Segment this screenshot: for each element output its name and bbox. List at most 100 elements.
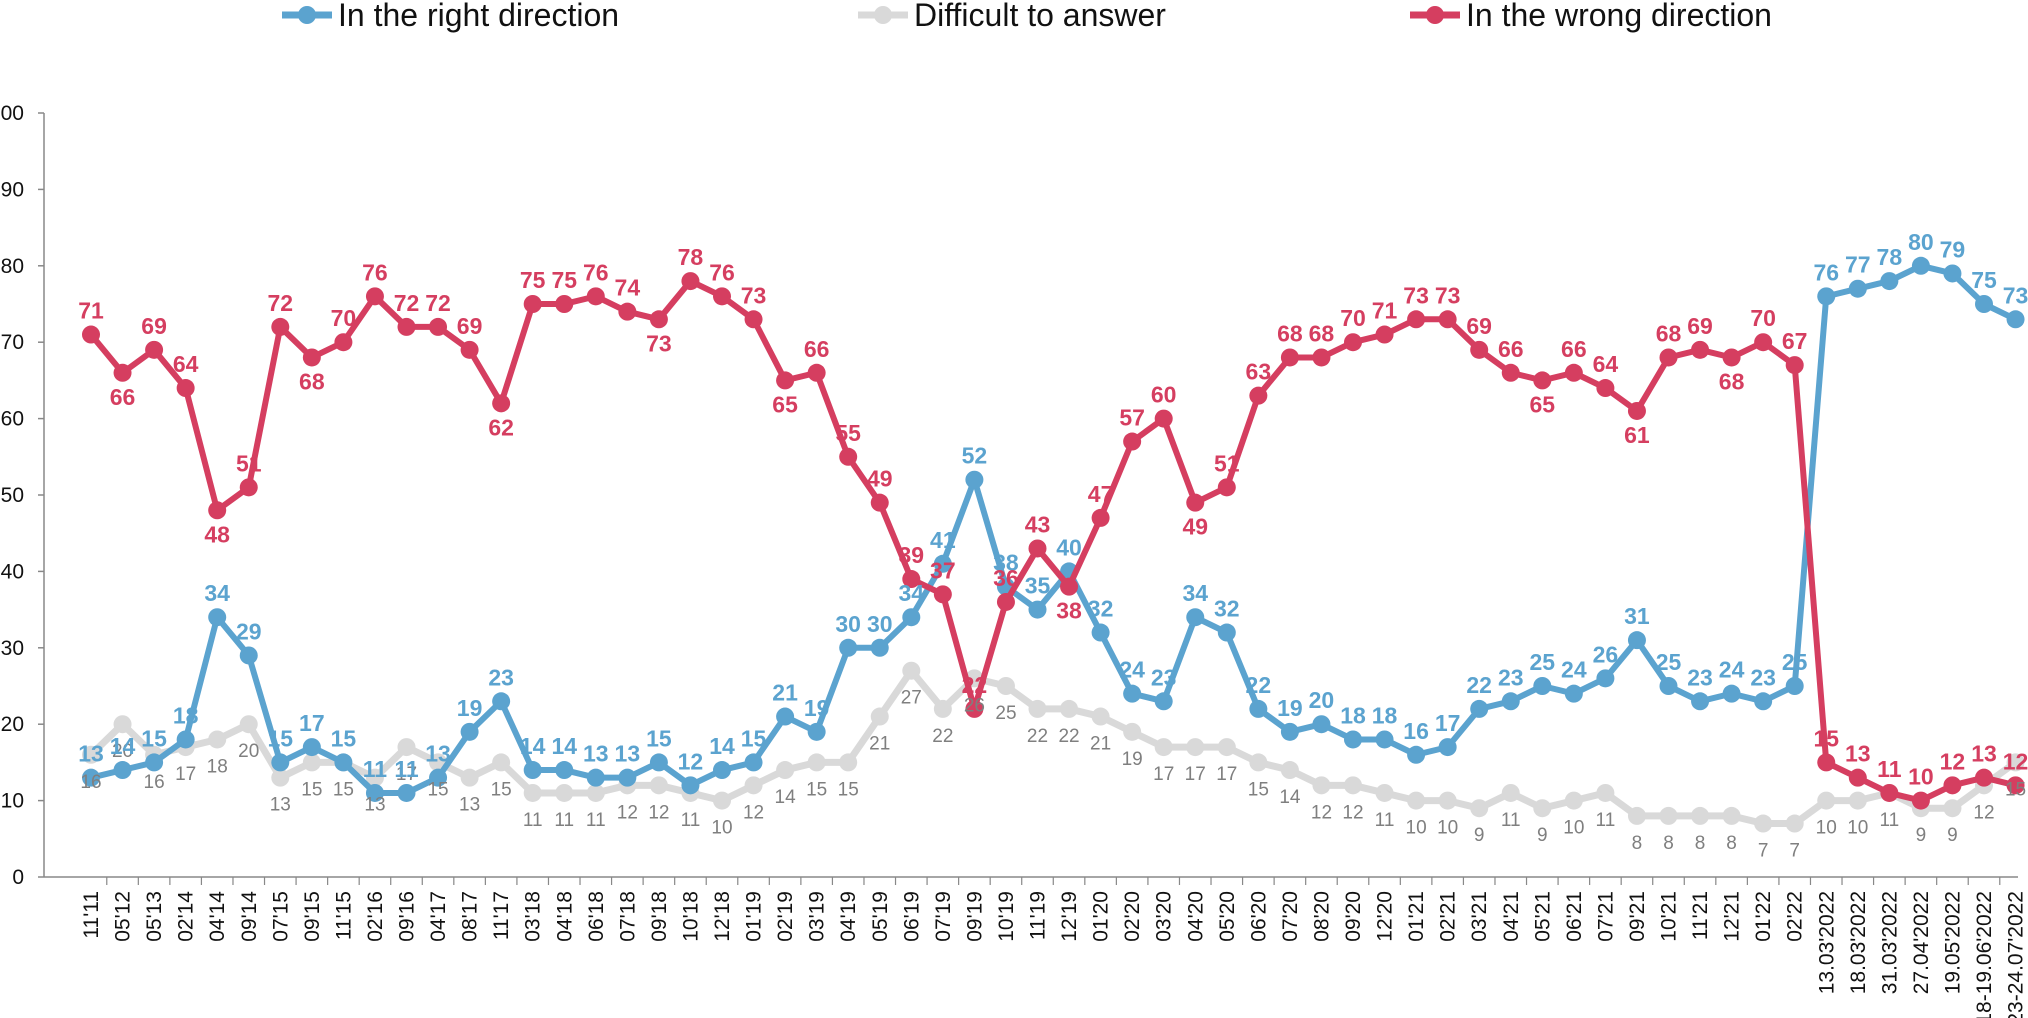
data-point bbox=[681, 776, 700, 795]
data-label: 67 bbox=[1782, 328, 1808, 354]
data-point bbox=[1091, 508, 1110, 527]
data-label: 25 bbox=[1656, 649, 1682, 675]
data-label: 74 bbox=[615, 275, 641, 301]
data-point bbox=[397, 783, 416, 802]
data-point bbox=[1249, 386, 1268, 405]
data-label: 15 bbox=[491, 779, 512, 800]
data-point bbox=[1754, 333, 1773, 352]
data-point bbox=[1975, 295, 1993, 313]
data-point bbox=[1564, 684, 1583, 703]
data-label: 38 bbox=[1056, 598, 1082, 624]
x-tick-label: 12'19 bbox=[1058, 891, 1081, 942]
data-point bbox=[1785, 814, 1804, 833]
data-label: 14 bbox=[1279, 787, 1301, 808]
data-label: 12 bbox=[1973, 802, 1994, 823]
data-label: 11 bbox=[1877, 756, 1902, 782]
x-tick-label: 12'20 bbox=[1374, 891, 1397, 942]
data-label: 16 bbox=[144, 772, 165, 793]
y-tick-label: 60 bbox=[1, 408, 24, 431]
data-point bbox=[1470, 340, 1489, 359]
x-tick-label: 03'21 bbox=[1468, 891, 1491, 942]
data-label: 12 bbox=[1311, 802, 1332, 823]
data-label: 61 bbox=[1624, 422, 1650, 448]
data-point bbox=[1627, 806, 1646, 825]
x-tick-label: 02'19 bbox=[774, 891, 797, 942]
x-tick-label: 08'20 bbox=[1310, 891, 1333, 942]
data-point bbox=[839, 447, 858, 466]
data-label: 19 bbox=[804, 695, 830, 721]
data-label: 68 bbox=[1656, 320, 1682, 346]
x-tick-label: 06'18 bbox=[585, 891, 608, 942]
x-tick-label: 05'19 bbox=[869, 891, 892, 942]
data-point bbox=[302, 753, 321, 772]
data-label: 17 bbox=[1435, 710, 1461, 736]
data-label: 15 bbox=[333, 779, 354, 800]
data-label: 13 bbox=[270, 795, 291, 816]
x-tick-label: 11'11 bbox=[80, 891, 103, 939]
data-point bbox=[902, 608, 921, 627]
data-point bbox=[397, 317, 416, 336]
data-label: 68 bbox=[1719, 368, 1745, 394]
data-label: 76 bbox=[362, 259, 388, 285]
data-label: 17 bbox=[1153, 764, 1174, 785]
data-point bbox=[713, 761, 731, 780]
data-label: 11 bbox=[681, 810, 701, 831]
data-point bbox=[1943, 776, 1962, 795]
y-tick-label: 40 bbox=[1, 560, 24, 583]
data-label: 10 bbox=[1847, 818, 1868, 839]
y-tick-label: 0 bbox=[12, 866, 24, 889]
data-point bbox=[365, 287, 384, 306]
data-label: 21 bbox=[1090, 734, 1111, 755]
x-tick-label: 31.03'2022 bbox=[1878, 891, 1901, 994]
data-label: 22 bbox=[1466, 672, 1492, 698]
data-label: 10 bbox=[1816, 818, 1837, 839]
data-label: 70 bbox=[331, 305, 357, 331]
data-point bbox=[713, 287, 731, 306]
data-label: 18 bbox=[207, 756, 228, 777]
x-tick-label: 19.05'2022 bbox=[1941, 891, 1964, 994]
data-point bbox=[1154, 409, 1173, 428]
data-label: 22 bbox=[1058, 726, 1079, 747]
data-point bbox=[397, 738, 416, 757]
data-point bbox=[1596, 669, 1615, 688]
data-point bbox=[681, 272, 700, 291]
data-point bbox=[618, 768, 637, 787]
data-label: 68 bbox=[299, 368, 325, 394]
data-point bbox=[776, 761, 795, 780]
data-label: 76 bbox=[583, 259, 609, 285]
data-point bbox=[492, 692, 511, 711]
x-tick-label: 01'19 bbox=[743, 891, 766, 942]
data-label: 11 bbox=[394, 756, 419, 782]
data-point bbox=[933, 585, 952, 604]
data-point bbox=[744, 310, 763, 329]
data-point bbox=[1533, 371, 1552, 390]
data-point bbox=[902, 661, 921, 680]
data-point bbox=[1943, 264, 1962, 283]
data-point bbox=[1344, 333, 1362, 352]
x-tick-label: 13.03'2022 bbox=[1815, 891, 1838, 994]
data-label: 11 bbox=[363, 756, 388, 782]
data-label: 66 bbox=[110, 384, 136, 410]
data-point bbox=[82, 325, 100, 344]
data-point bbox=[649, 310, 668, 329]
data-label: 57 bbox=[1119, 405, 1145, 431]
x-tick-label: 02'20 bbox=[1121, 891, 1144, 942]
x-tick-label: 05'21 bbox=[1531, 891, 1554, 942]
data-point bbox=[996, 677, 1015, 695]
data-point bbox=[523, 761, 542, 780]
data-label: 20 bbox=[112, 741, 133, 762]
y-tick-label: 100 bbox=[0, 102, 24, 125]
y-tick-label: 90 bbox=[1, 178, 24, 201]
data-label: 52 bbox=[962, 443, 988, 469]
data-label: 31 bbox=[1624, 603, 1650, 629]
data-label: 71 bbox=[1372, 298, 1398, 324]
data-point bbox=[1564, 791, 1583, 810]
data-point bbox=[1785, 356, 1804, 375]
data-label: 19 bbox=[457, 695, 483, 721]
data-point bbox=[2006, 776, 2025, 795]
data-label: 17 bbox=[299, 710, 325, 736]
data-label: 78 bbox=[1877, 244, 1903, 270]
data-label: 68 bbox=[1277, 320, 1303, 346]
x-tick-label: 06'20 bbox=[1247, 891, 1270, 942]
